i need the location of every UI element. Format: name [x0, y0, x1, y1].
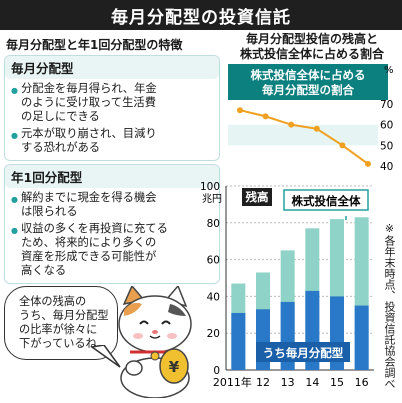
speech-bubble-tail — [90, 345, 121, 368]
bar-x-tick: 13 — [281, 376, 295, 389]
line-chart-unit: % — [384, 65, 394, 76]
line-grid-band — [228, 124, 378, 146]
annual-point-2: 収益の多くを再投資に充てる ため、将来的により多くの 資産を形成できる可能性が … — [11, 222, 213, 278]
bar-y-tick: 100 — [200, 181, 220, 193]
bar-y-tick: 80 — [207, 218, 220, 230]
total-label: 残高 — [246, 190, 269, 204]
cat-mascot-illustration: ¥ — [118, 286, 192, 398]
line-chart-grid — [228, 104, 378, 166]
bar-x-tick: 16 — [355, 376, 369, 389]
bar-y-tick: 20 — [207, 328, 220, 340]
bar-unit: 兆円 — [202, 193, 222, 205]
monthly-label: うち毎月分配型 — [263, 346, 344, 360]
bar-y-tick: 40 — [207, 291, 220, 303]
stock-total-label-box — [283, 189, 369, 211]
bar-y-tick: 0 — [213, 365, 220, 377]
annual-dist-box: 年1回分配型 解約までに現金を得る機会 は限られる 収益の多くを再投資に充てる … — [4, 164, 220, 284]
bar-x-tick: 2011年 — [213, 375, 252, 389]
line-grid-band — [228, 145, 378, 166]
bar-y-tick: 60 — [207, 255, 220, 267]
bar-x-tick: 12 — [256, 376, 270, 389]
right-section-title: 毎月分配型投信の残高と 株式投信全体に占める割合 — [239, 32, 384, 61]
monthly-dist-heading: 毎月分配型 — [5, 56, 219, 79]
bar-x-tick: 15 — [330, 376, 344, 389]
share-line-chart: 株式投信全体に占める 毎月分配型の割合 % 40 50 60 70 — [228, 64, 394, 173]
left-section-title: 毎月分配型と年1回分配型の特徴 — [6, 38, 183, 52]
line-grid-band — [228, 104, 378, 125]
line-point — [339, 142, 346, 149]
line-chart-title-1: 株式投信全体に占める — [251, 68, 366, 82]
monthly-label-box — [256, 342, 350, 362]
bar-monthly — [231, 312, 246, 370]
share-line-series — [239, 109, 369, 165]
monthly-point-2: 元本が取り崩され、目減り する恐れがある — [11, 127, 213, 155]
line-y-tick: 70 — [380, 99, 393, 111]
bar-x-tick: 14 — [305, 376, 319, 389]
monthly-dist-box: 毎月分配型 分配金を毎月得られ、年金 のように受け取って生活費 の足しにできる … — [4, 55, 220, 161]
line-chart-title-2: 毎月分配型の割合 — [262, 83, 354, 97]
svg-text:¥: ¥ — [169, 358, 180, 376]
line-y-tick: 50 — [380, 140, 393, 152]
source-note: ※各年末時点、投資信託協会調べ — [383, 222, 396, 389]
line-point — [288, 121, 295, 128]
line-point — [365, 160, 371, 167]
annual-point-1: 解約までに現金を得る機会 は限られる — [11, 191, 213, 219]
line-point — [237, 107, 243, 114]
stock-total-label: 株式投信全体 — [292, 194, 361, 208]
line-y-tick: 60 — [380, 120, 393, 132]
page-title-bar: 毎月分配型の投資信託 — [0, 0, 402, 30]
monthly-point-1: 分配金を毎月得られ、年金 のように受け取って生活費 の足しにできる — [11, 82, 213, 124]
speech-bubble: 全体の残高の うち、毎月分配型 の比率が徐々に 下がっているね — [4, 286, 118, 360]
line-point — [262, 113, 269, 120]
total-label-box — [242, 188, 272, 206]
line-point — [313, 125, 320, 132]
annual-dist-heading: 年1回分配型 — [5, 165, 219, 188]
line-y-tick: 40 — [380, 161, 393, 173]
bar-monthly — [354, 305, 369, 370]
line-chart-title-box — [228, 64, 388, 100]
page-title: 毎月分配型の投資信託 — [111, 7, 291, 28]
